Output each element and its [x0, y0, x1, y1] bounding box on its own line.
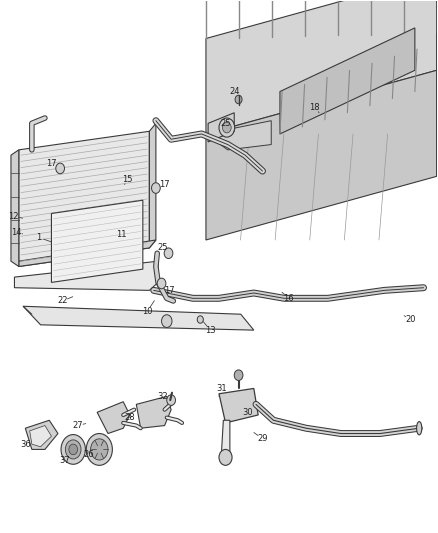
Text: 31: 31 — [216, 384, 226, 393]
Circle shape — [152, 183, 160, 193]
Circle shape — [162, 315, 172, 327]
Circle shape — [86, 433, 113, 465]
Text: 25: 25 — [220, 119, 231, 128]
Text: 1: 1 — [36, 233, 41, 242]
Polygon shape — [30, 425, 51, 447]
Text: 17: 17 — [159, 180, 170, 189]
Text: 22: 22 — [57, 296, 67, 305]
Polygon shape — [280, 28, 415, 134]
Circle shape — [61, 434, 85, 464]
Circle shape — [234, 370, 243, 381]
Text: 36: 36 — [20, 440, 31, 449]
Polygon shape — [206, 70, 437, 240]
Polygon shape — [206, 0, 437, 134]
Circle shape — [223, 122, 231, 133]
Polygon shape — [136, 397, 171, 428]
Polygon shape — [208, 113, 234, 142]
Text: 29: 29 — [257, 434, 268, 443]
Text: 24: 24 — [229, 87, 240, 96]
Circle shape — [91, 439, 108, 460]
Circle shape — [65, 440, 81, 459]
Circle shape — [56, 163, 64, 174]
Polygon shape — [149, 123, 156, 248]
Polygon shape — [25, 420, 58, 449]
Text: 10: 10 — [142, 307, 152, 316]
Text: 20: 20 — [405, 315, 416, 324]
Ellipse shape — [417, 422, 422, 435]
Circle shape — [219, 449, 232, 465]
Polygon shape — [19, 240, 156, 266]
Polygon shape — [11, 150, 19, 266]
Text: 12: 12 — [8, 212, 19, 221]
Polygon shape — [23, 306, 254, 330]
Circle shape — [167, 395, 176, 406]
Text: 17: 17 — [164, 286, 174, 295]
Text: 37: 37 — [59, 456, 70, 465]
Circle shape — [235, 95, 242, 104]
Circle shape — [69, 444, 78, 455]
Text: 16: 16 — [283, 294, 294, 303]
Text: 17: 17 — [46, 159, 57, 167]
Text: 27: 27 — [72, 421, 83, 430]
Text: 13: 13 — [205, 326, 215, 335]
Circle shape — [219, 118, 235, 137]
Polygon shape — [97, 402, 130, 433]
Text: 28: 28 — [124, 413, 135, 422]
Polygon shape — [206, 120, 271, 150]
Polygon shape — [51, 200, 143, 282]
Text: 18: 18 — [309, 103, 320, 112]
Polygon shape — [19, 131, 149, 266]
Text: 11: 11 — [116, 230, 126, 239]
Circle shape — [157, 278, 166, 289]
Text: 26: 26 — [83, 450, 94, 459]
Text: 15: 15 — [122, 174, 133, 183]
Text: 14: 14 — [11, 228, 22, 237]
Circle shape — [164, 248, 173, 259]
Text: 25: 25 — [157, 244, 168, 253]
Polygon shape — [14, 261, 158, 290]
Text: 32: 32 — [157, 392, 168, 401]
Text: 30: 30 — [242, 408, 253, 417]
Polygon shape — [221, 420, 230, 457]
Polygon shape — [219, 389, 258, 423]
Circle shape — [197, 316, 203, 323]
